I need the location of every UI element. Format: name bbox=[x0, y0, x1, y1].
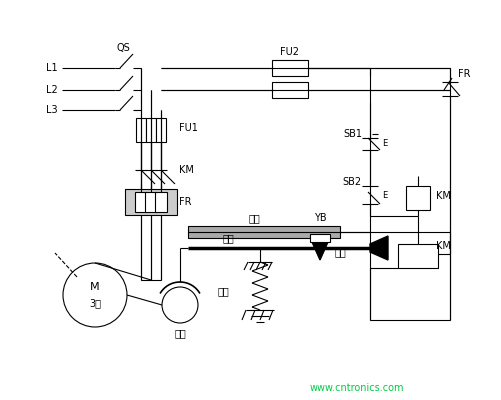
Bar bbox=[398, 244, 438, 268]
Bar bbox=[146, 118, 156, 142]
Bar bbox=[188, 226, 340, 238]
Text: 杆杆: 杆杆 bbox=[222, 233, 234, 243]
Text: 3～: 3～ bbox=[89, 298, 101, 308]
Bar bbox=[135, 192, 147, 212]
Text: FR: FR bbox=[179, 197, 191, 207]
Text: M: M bbox=[90, 282, 100, 292]
Text: KM: KM bbox=[436, 191, 451, 201]
Text: L2: L2 bbox=[46, 85, 58, 95]
Text: 线圈: 线圈 bbox=[248, 213, 260, 223]
Text: 闸瓦: 闸瓦 bbox=[218, 286, 230, 296]
Text: SB1: SB1 bbox=[343, 129, 362, 139]
Bar bbox=[272, 60, 308, 76]
Text: YB: YB bbox=[314, 213, 326, 223]
Text: KM: KM bbox=[436, 241, 451, 251]
Bar bbox=[125, 189, 177, 215]
Text: 闸轮: 闸轮 bbox=[174, 328, 186, 338]
Text: L1: L1 bbox=[46, 63, 58, 73]
Text: FR: FR bbox=[458, 69, 470, 79]
Text: E: E bbox=[382, 192, 387, 200]
Text: KM: KM bbox=[179, 165, 194, 175]
Text: E: E bbox=[382, 140, 387, 148]
Text: 衡铁: 衡铁 bbox=[335, 247, 347, 257]
Text: FU2: FU2 bbox=[281, 47, 300, 57]
Text: QS: QS bbox=[117, 43, 131, 53]
Polygon shape bbox=[312, 242, 328, 260]
Bar bbox=[156, 118, 166, 142]
Text: SB2: SB2 bbox=[343, 177, 362, 187]
Bar bbox=[310, 234, 330, 242]
Bar bbox=[406, 186, 430, 210]
Bar bbox=[136, 118, 146, 142]
Bar bbox=[155, 192, 167, 212]
Text: www.cntronics.com: www.cntronics.com bbox=[310, 383, 404, 393]
Text: L3: L3 bbox=[46, 105, 58, 115]
Bar bbox=[272, 82, 308, 98]
Text: FU1: FU1 bbox=[179, 123, 198, 133]
Bar bbox=[145, 192, 157, 212]
Polygon shape bbox=[370, 236, 388, 260]
